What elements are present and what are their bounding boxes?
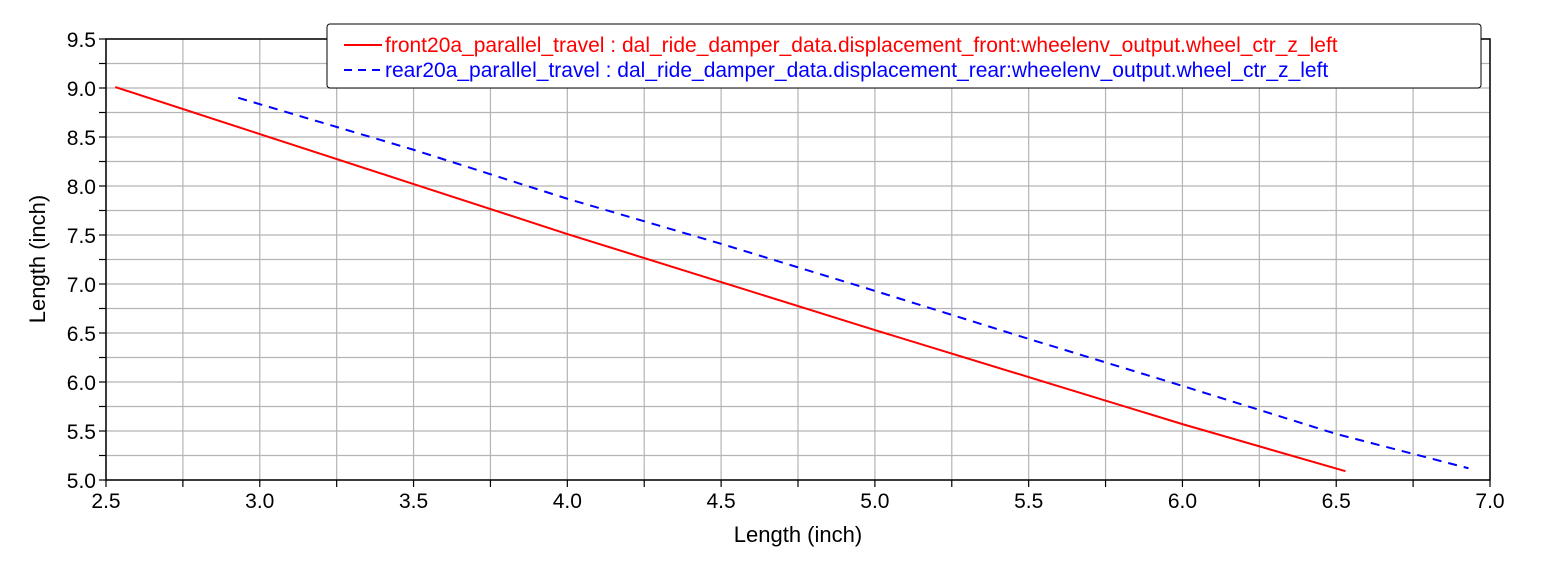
x-tick-label: 6.0 [1168, 490, 1197, 513]
y-tick-label: 7.0 [67, 274, 96, 297]
y-tick-label: 8.0 [67, 176, 96, 199]
y-tick-label: 6.5 [67, 323, 96, 346]
x-tick-label: 5.5 [1014, 490, 1043, 513]
x-tick-label: 6.5 [1322, 490, 1351, 513]
x-tick-label: 4.5 [707, 490, 736, 513]
series-line-1 [237, 96, 1469, 470]
x-axis-label: Length (inch) [734, 522, 862, 547]
y-tick-label: 7.5 [67, 225, 96, 248]
x-tick-label: 7.0 [1475, 490, 1504, 513]
legend-label-rear: rear20a_parallel_travel : dal_ride_dampe… [385, 59, 1328, 82]
y-tick-label: 5.0 [67, 470, 96, 493]
grid [105, 38, 1491, 481]
y-tick-label: 6.0 [67, 372, 96, 395]
y-tick-label: 9.0 [67, 78, 96, 101]
x-tick-label: 4.0 [553, 490, 582, 513]
y-tick-label: 8.5 [67, 127, 96, 150]
series-group [114, 86, 1469, 473]
x-tick-label: 3.0 [245, 490, 274, 513]
legend-label-front: front20a_parallel_travel : dal_ride_damp… [385, 34, 1338, 57]
x-tick-label: 2.5 [91, 490, 120, 513]
x-tick-label: 5.0 [860, 490, 889, 513]
y-axis-label: Length (inch) [25, 195, 50, 323]
legend-box [326, 23, 1482, 89]
ticks: 2.5 3.0 3.5 4.0 4.5 5.0 5.5 6.0 6.5 7.0 5.0 5.5 6.0 6… [67, 29, 1505, 513]
y-tick-label: 9.5 [67, 29, 96, 52]
x-tick-label: 3.5 [399, 490, 428, 513]
y-tick-label: 5.5 [67, 421, 96, 444]
series-line-0 [114, 86, 1346, 473]
legend: front20a_parallel_travel : dal_ride_damp… [326, 23, 1482, 89]
